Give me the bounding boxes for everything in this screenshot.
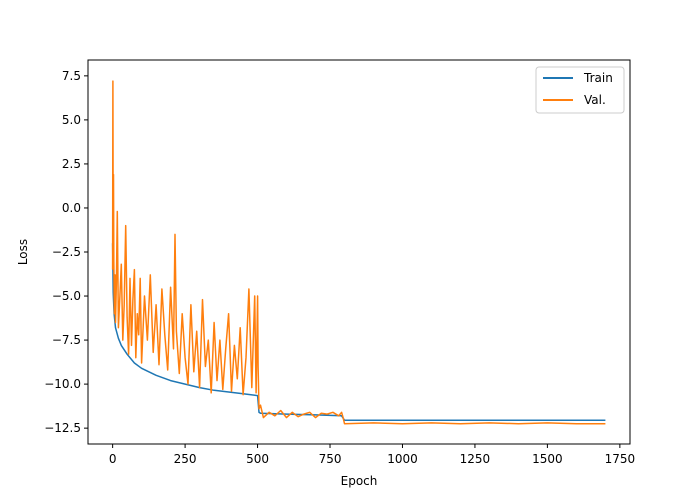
plot-area [111,80,606,425]
y-tick-label: 7.5 [62,69,81,83]
y-tick-label: 0.0 [62,201,81,215]
x-tick-label: 0 [109,452,117,466]
x-tick-label: 250 [174,452,197,466]
plot-frame [87,59,631,445]
legend: Train Val. [535,66,625,114]
series-line-val [111,80,606,425]
y-tick-label: −5.0 [52,289,81,303]
y-tick-label: −10.0 [44,377,81,391]
series-line-train [111,243,606,421]
x-tick-label: 1000 [387,452,418,466]
legend-label-val: Val. [584,93,606,107]
x-tick-label: 1500 [532,452,563,466]
legend-label-train: Train [583,71,613,85]
x-tick-label: 500 [246,452,269,466]
y-axis-label: Loss [16,239,30,265]
x-tick-label: 1250 [460,452,491,466]
y-tick-label: −7.5 [52,333,81,347]
x-tick-label: 1750 [605,452,636,466]
y-axis-ticks: −12.5 −10.0 −7.5 −5.0 −2.5 0.0 2.5 5.0 7.5 [44,69,88,435]
x-axis-label: Epoch [341,474,378,488]
x-axis-ticks: 0 250 500 750 1000 1250 1500 1750 [109,444,635,466]
y-tick-label: −2.5 [52,245,81,259]
y-tick-label: −12.5 [44,421,81,435]
y-tick-label: 5.0 [62,113,81,127]
x-tick-label: 750 [319,452,342,466]
y-tick-label: 2.5 [62,157,81,171]
